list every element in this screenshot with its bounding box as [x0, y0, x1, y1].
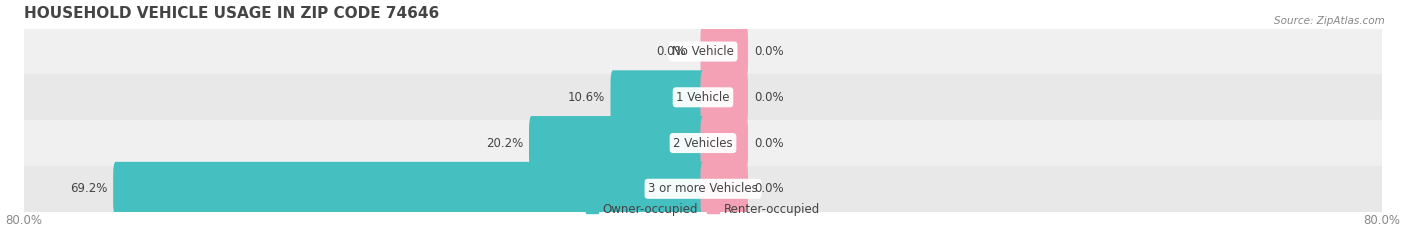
FancyBboxPatch shape: [112, 162, 706, 216]
Text: Source: ZipAtlas.com: Source: ZipAtlas.com: [1274, 16, 1385, 26]
Bar: [24, 120, 1382, 166]
Legend: Owner-occupied, Renter-occupied: Owner-occupied, Renter-occupied: [581, 198, 825, 220]
Text: 0.0%: 0.0%: [754, 45, 783, 58]
FancyBboxPatch shape: [700, 162, 748, 216]
Text: 20.2%: 20.2%: [486, 137, 523, 150]
FancyBboxPatch shape: [700, 116, 748, 170]
Text: 0.0%: 0.0%: [657, 45, 686, 58]
Text: 0.0%: 0.0%: [754, 137, 783, 150]
Text: 0.0%: 0.0%: [754, 182, 783, 195]
FancyBboxPatch shape: [529, 116, 706, 170]
Bar: [24, 74, 1382, 120]
Text: HOUSEHOLD VEHICLE USAGE IN ZIP CODE 74646: HOUSEHOLD VEHICLE USAGE IN ZIP CODE 7464…: [24, 6, 439, 21]
Bar: [24, 166, 1382, 212]
Text: 69.2%: 69.2%: [70, 182, 107, 195]
FancyBboxPatch shape: [700, 24, 748, 79]
Text: 1 Vehicle: 1 Vehicle: [676, 91, 730, 104]
Text: 3 or more Vehicles: 3 or more Vehicles: [648, 182, 758, 195]
Text: No Vehicle: No Vehicle: [672, 45, 734, 58]
Text: 10.6%: 10.6%: [567, 91, 605, 104]
Text: 2 Vehicles: 2 Vehicles: [673, 137, 733, 150]
Text: 0.0%: 0.0%: [754, 91, 783, 104]
FancyBboxPatch shape: [700, 70, 748, 124]
Bar: [24, 29, 1382, 74]
FancyBboxPatch shape: [610, 70, 706, 124]
